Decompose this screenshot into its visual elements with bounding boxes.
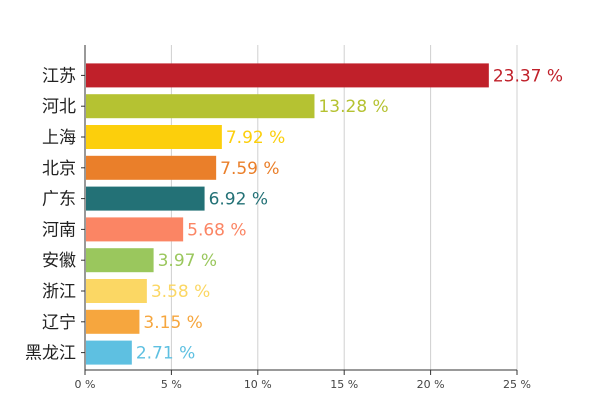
- category-label: 浙江: [42, 282, 76, 302]
- x-tick-label: 25 %: [503, 378, 531, 391]
- x-tick-label: 20 %: [417, 378, 445, 391]
- x-tick-label: 5 %: [161, 378, 182, 391]
- axes-layer: [81, 45, 518, 375]
- data-label: 7.59 %: [220, 159, 279, 179]
- category-label: 江苏: [42, 66, 76, 86]
- bar: [86, 309, 140, 334]
- data-label: 3.58 %: [151, 282, 210, 302]
- bar: [86, 186, 205, 211]
- data-label: 5.68 %: [187, 220, 246, 240]
- x-tick-label: 10 %: [244, 378, 272, 391]
- bars-layer: [86, 63, 489, 365]
- category-label: 上海: [42, 128, 76, 148]
- bar: [86, 248, 154, 273]
- data-label: 2.71 %: [136, 344, 195, 364]
- bar: [86, 340, 132, 365]
- data-label: 3.97 %: [158, 251, 217, 271]
- category-label: 河北: [42, 97, 76, 117]
- x-tick-label: 0 %: [75, 378, 96, 391]
- x-tick-label: 15 %: [330, 378, 358, 391]
- category-label: 辽宁: [42, 313, 76, 333]
- data-label: 13.28 %: [318, 97, 388, 117]
- bar: [86, 279, 147, 303]
- data-label: 6.92 %: [209, 190, 268, 210]
- category-label: 黑龙江: [25, 344, 76, 364]
- category-label: 北京: [42, 159, 76, 179]
- bar: [86, 155, 217, 180]
- category-label: 广东: [42, 190, 76, 210]
- bar: [86, 63, 489, 88]
- labels-layer: 0 % 5 % 10 % 15 % 20 % 25 % 江苏 23.37 % 河北 13.28 %…: [25, 66, 563, 391]
- bar: [86, 125, 222, 149]
- bar: [86, 94, 315, 119]
- data-label: 3.15 %: [143, 313, 202, 333]
- bar: [86, 217, 184, 242]
- data-label: 7.92 %: [226, 128, 285, 148]
- category-label: 河南: [42, 220, 76, 240]
- category-label: 安徽: [42, 251, 76, 271]
- data-label: 23.37 %: [493, 66, 563, 86]
